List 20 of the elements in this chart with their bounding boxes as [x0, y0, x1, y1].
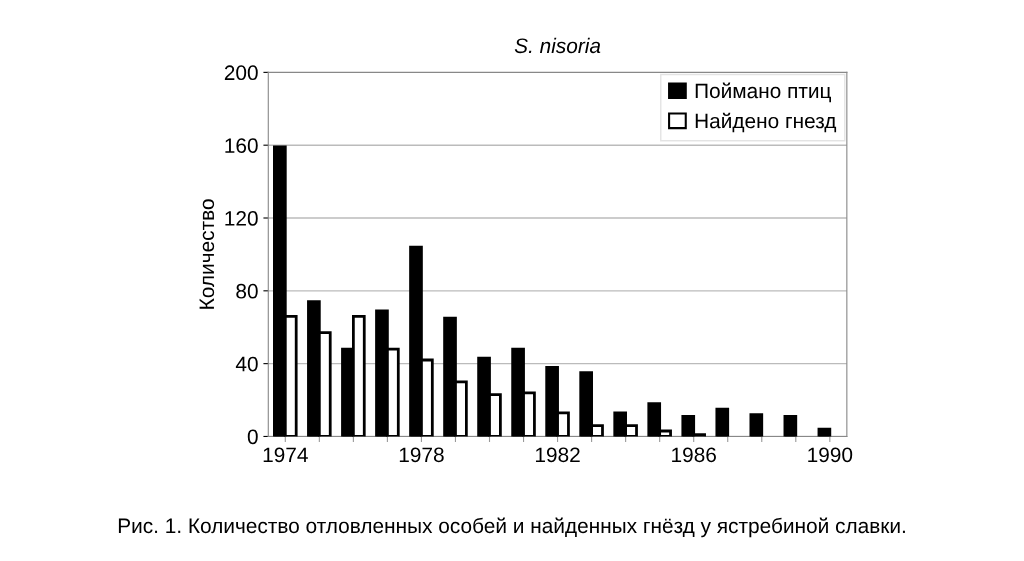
x-tick-label: 1982: [535, 447, 580, 463]
legend-label: Поймано птиц: [695, 82, 831, 103]
legend-label: Найдено гнезд: [695, 112, 837, 133]
y-tick-label: 0: [247, 429, 258, 445]
y-tick-label: 200: [224, 65, 258, 81]
x-tick-label: 1986: [672, 447, 716, 463]
y-tick-label: 160: [225, 138, 258, 153]
y-tick-label: 40: [235, 356, 258, 372]
x-tick-label: 1974: [263, 447, 308, 463]
y-tick-label: 80: [236, 283, 258, 299]
bar: [817, 427, 832, 437]
bar: [783, 415, 798, 437]
y-axis-title: Количество: [199, 199, 215, 309]
x-tick-label: 1990: [808, 447, 853, 463]
bar: [715, 407, 730, 437]
y-tick-label: 120: [225, 211, 258, 226]
bar: [749, 413, 764, 437]
chart-title: S. nisoria: [514, 37, 601, 54]
x-tick-label: 1978: [399, 447, 444, 463]
text: Рис. 1. Количество отловленных особей и найденных гнёзд у ястребиной славки.: [118, 517, 905, 538]
